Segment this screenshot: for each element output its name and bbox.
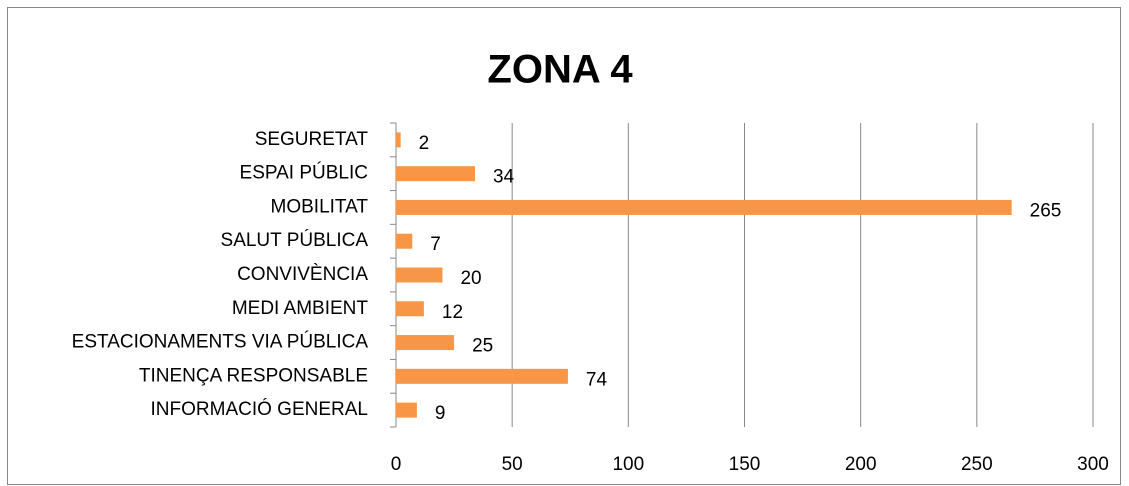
y-tick-label: SEGURETAT — [255, 129, 369, 150]
y-tick-label: INFORMACIÓ GENERAL — [151, 398, 368, 420]
y-tick-label: ESTACIONAMENTS VIA PÚBLICA — [72, 331, 369, 353]
bar — [396, 335, 455, 351]
bar — [396, 199, 1012, 215]
bar — [396, 233, 413, 249]
y-tick-label: MEDI AMBIENT — [232, 298, 369, 319]
x-tick-label: 50 — [502, 454, 523, 475]
bar — [396, 267, 443, 283]
x-tick-label: 250 — [961, 454, 993, 475]
x-tick-label: 300 — [1077, 454, 1109, 475]
bar — [396, 368, 568, 384]
x-tick-label: 0 — [391, 454, 402, 475]
bar — [396, 402, 417, 418]
bar — [396, 132, 401, 148]
chart-title: ZONA 4 — [487, 48, 633, 92]
data-label: 7 — [430, 234, 441, 255]
y-tick-label: TINENÇA RESPONSABLE — [139, 365, 368, 386]
data-label: 12 — [442, 302, 463, 323]
x-tick-label: 150 — [729, 454, 761, 475]
y-tick-label: MOBILITAT — [271, 196, 369, 217]
y-tick-label: ESPAI PÚBLIC — [240, 162, 368, 184]
data-label: 20 — [460, 268, 481, 289]
bar — [396, 301, 424, 317]
x-tick-label: 100 — [612, 454, 644, 475]
data-label: 25 — [472, 336, 493, 357]
chart-frame — [7, 7, 1121, 485]
bar — [396, 166, 475, 182]
data-label: 34 — [493, 167, 515, 188]
data-label: 9 — [435, 403, 446, 424]
data-label: 265 — [1030, 200, 1062, 221]
data-label: 74 — [586, 369, 608, 390]
y-tick-label: CONVIVÈNCIA — [237, 264, 368, 285]
x-tick-label: 200 — [845, 454, 877, 475]
data-label: 2 — [419, 133, 430, 154]
y-tick-label: SALUT PÚBLICA — [221, 229, 369, 251]
